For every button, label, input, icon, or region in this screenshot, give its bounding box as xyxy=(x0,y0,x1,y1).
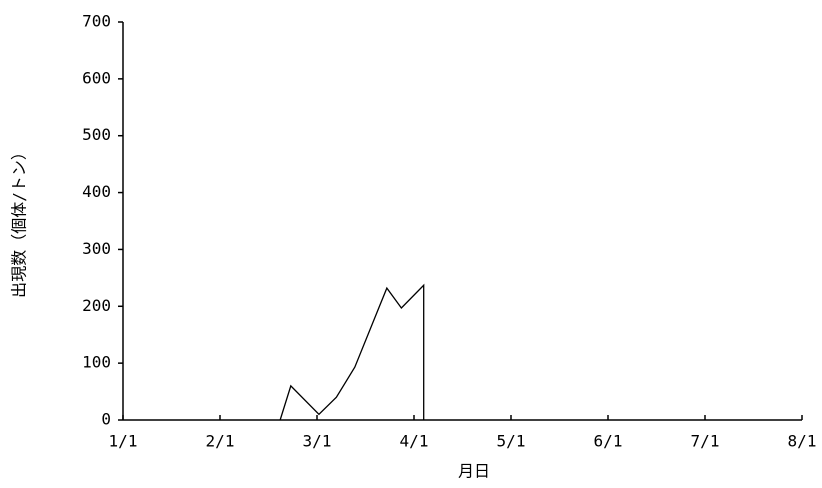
y-tick-label: 100 xyxy=(82,353,111,372)
x-tick-label: 6/1 xyxy=(594,432,623,451)
x-tick-label: 7/1 xyxy=(691,432,720,451)
y-tick-label: 400 xyxy=(82,182,111,201)
y-tick-label: 700 xyxy=(82,12,111,31)
x-tick-label: 2/1 xyxy=(206,432,235,451)
x-tick-label: 1/1 xyxy=(109,432,138,451)
y-tick-label: 600 xyxy=(82,68,111,87)
x-tick-label: 8/1 xyxy=(788,432,817,451)
x-tick-label: 5/1 xyxy=(497,432,526,451)
y-tick-label: 500 xyxy=(82,125,111,144)
x-tick-label: 4/1 xyxy=(400,432,429,451)
y-tick-label: 300 xyxy=(82,239,111,258)
line-series xyxy=(279,283,425,421)
y-tick-label: 200 xyxy=(82,296,111,315)
x-axis-label: 月日 xyxy=(458,462,490,481)
x-tick-label: 3/1 xyxy=(303,432,332,451)
y-axis-label: 出現数（個体/トン） xyxy=(10,144,29,298)
y-tick-label: 0 xyxy=(101,410,111,429)
